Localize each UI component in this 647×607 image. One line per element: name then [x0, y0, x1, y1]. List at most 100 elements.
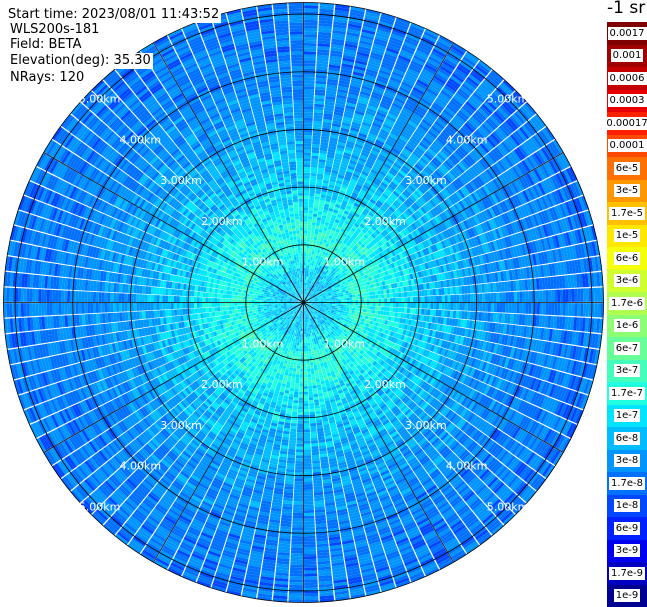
range-gate-cell — [323, 227, 328, 232]
range-gate-cell — [309, 193, 315, 197]
range-gate-cell — [356, 54, 369, 60]
range-gate-cell — [365, 71, 377, 78]
range-gate-cell — [339, 190, 346, 195]
range-gate-cell — [314, 199, 320, 203]
range-gate-cell — [363, 296, 367, 300]
range-gate-cell — [393, 65, 407, 73]
range-gate-cell — [370, 217, 377, 223]
range-gate-cell — [355, 299, 359, 303]
range-gate-cell — [435, 309, 439, 317]
range-gate-cell — [321, 254, 325, 258]
range-gate-cell — [419, 100, 431, 109]
range-gate-cell — [332, 117, 343, 122]
range-gate-cell — [393, 145, 403, 153]
range-gate-cell — [357, 99, 369, 105]
range-gate-cell — [395, 297, 399, 303]
range-gate-cell — [392, 125, 403, 133]
range-gate-cell — [336, 198, 343, 203]
range-gate-cell — [438, 288, 442, 296]
range-gate-cell — [568, 289, 572, 302]
range-gate-cell — [378, 302, 382, 307]
range-gate-cell — [499, 302, 503, 313]
range-gate-cell — [328, 223, 334, 227]
range-gate-cell — [317, 214, 322, 218]
range-gate-cell — [304, 273, 307, 277]
range-gate-cell — [460, 107, 471, 118]
range-gate-cell — [316, 176, 324, 180]
range-gate-cell — [325, 231, 331, 236]
range-gate-cell — [309, 277, 312, 281]
range-gate-cell — [380, 195, 387, 202]
range-gate-cell — [340, 248, 346, 254]
range-gate-cell — [343, 304, 347, 307]
range-gate-cell — [382, 145, 392, 153]
range-gate-cell — [401, 81, 414, 89]
range-gate-cell — [513, 291, 517, 303]
range-gate-cell — [459, 85, 472, 96]
range-gate-cell — [402, 78, 415, 87]
range-gate-cell — [319, 202, 325, 207]
range-gate-cell — [304, 288, 306, 292]
range-gate-cell — [384, 89, 396, 97]
range-gate-cell — [326, 260, 331, 264]
range-gate-cell — [336, 249, 341, 254]
range-gate-cell — [462, 56, 476, 67]
range-gate-cell — [348, 199, 355, 205]
range-gate-cell — [330, 134, 339, 139]
range-gate-cell — [374, 37, 388, 45]
range-gate-cell — [349, 181, 356, 187]
range-gate-cell — [441, 295, 445, 303]
range-gate-cell — [303, 91, 315, 96]
range-gate-cell — [417, 102, 429, 112]
range-gate-cell — [340, 69, 353, 74]
range-gate-cell — [391, 179, 400, 186]
range-gate-cell — [318, 23, 333, 27]
range-gate-cell — [399, 86, 411, 95]
range-gate-cell — [359, 40, 373, 46]
range-gate-cell — [473, 67, 487, 78]
range-gate-cell — [303, 270, 306, 274]
range-gate-cell — [303, 213, 308, 217]
range-gate-cell — [316, 274, 320, 278]
range-gate-cell — [577, 288, 581, 302]
range-gate-cell — [334, 106, 345, 111]
range-gate-cell — [313, 210, 318, 215]
range-gate-cell — [391, 102, 403, 110]
range-gate-cell — [309, 245, 313, 249]
range-gate-cell — [355, 302, 359, 306]
range-gate-cell — [369, 309, 373, 314]
range-gate-cell — [303, 178, 310, 182]
range-gate-cell — [335, 216, 341, 221]
range-gate-cell — [337, 141, 346, 147]
range-gate-cell — [350, 82, 362, 88]
range-gate-cell — [304, 16, 318, 21]
range-gate-cell — [387, 302, 390, 307]
range-gate-cell — [324, 221, 330, 226]
range-gate-cell — [317, 268, 321, 272]
range-gate-cell — [309, 280, 312, 284]
range-gate-cell — [309, 248, 312, 252]
range-gate-cell — [368, 102, 379, 109]
range-gate-cell — [325, 198, 331, 203]
range-gate-cell — [455, 286, 459, 295]
range-gate-cell — [323, 113, 333, 118]
range-gate-cell — [366, 309, 370, 313]
range-gate-cell — [432, 77, 445, 87]
range-gate-cell — [373, 119, 383, 126]
range-gate-cell — [340, 202, 347, 208]
range-gate-cell — [502, 292, 506, 303]
range-gate-cell — [362, 168, 370, 174]
range-gate-cell — [401, 302, 405, 308]
range-gate-cell — [325, 273, 329, 277]
range-gate-cell — [343, 210, 350, 215]
range-gate-cell — [418, 159, 427, 168]
range-gate-cell — [406, 308, 411, 314]
range-gate-cell — [423, 92, 435, 102]
range-gate-cell — [319, 241, 323, 245]
range-gate-cell — [304, 5, 319, 9]
range-gate-cell — [403, 291, 408, 297]
range-gate-cell — [321, 232, 326, 237]
range-gate-cell — [355, 296, 359, 300]
range-gate-cell — [465, 78, 478, 90]
range-gate-cell — [345, 192, 352, 197]
